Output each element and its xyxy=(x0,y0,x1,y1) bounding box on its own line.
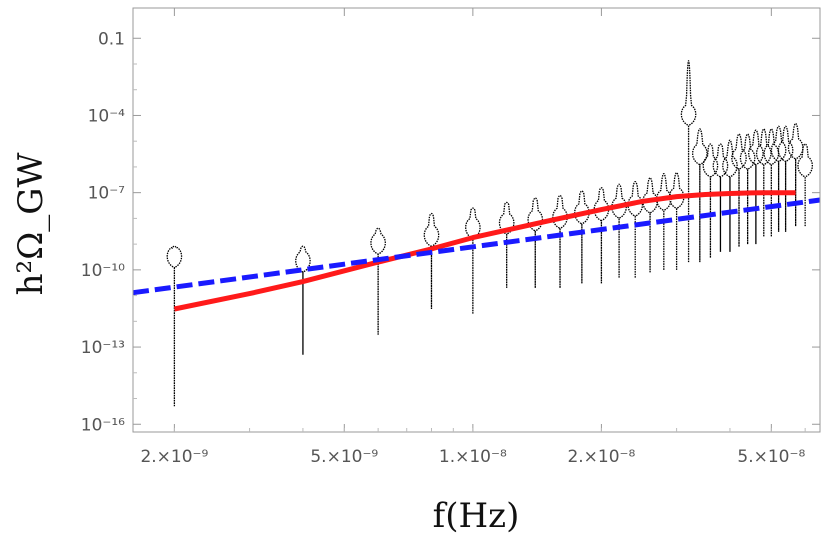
plot-frame xyxy=(132,7,821,433)
x-tick-label: 1.×10⁻⁸ xyxy=(439,447,507,467)
violin-shape xyxy=(627,180,643,278)
y-tick-label: 10⁻⁴ xyxy=(88,106,126,126)
x-axis-ticks: 2.×10⁻⁹ 5.×10⁻⁹ 1.×10⁻⁸ 2.×10⁻⁸ 5.×10⁻⁸ xyxy=(140,8,806,467)
violin-shape xyxy=(777,125,794,232)
violin-shape xyxy=(770,125,787,232)
y-tick-label: 10⁻¹³ xyxy=(81,338,125,358)
x-tick-label: 2.×10⁻⁹ xyxy=(140,447,208,467)
y-tick-label: 10⁻⁷ xyxy=(88,184,126,204)
violin-shape xyxy=(712,143,729,252)
y-tick-label: 10⁻¹⁶ xyxy=(81,415,125,435)
y-axis-ticks: 0.1 10⁻⁴ 10⁻⁷ 10⁻¹⁰ 10⁻¹³ 10⁻¹⁶ xyxy=(81,29,820,435)
violin-shape xyxy=(465,207,481,314)
solid-line xyxy=(173,190,796,312)
violin-shape xyxy=(755,128,772,237)
violin-shape xyxy=(692,128,708,263)
violin-shape xyxy=(722,139,738,252)
plot-border xyxy=(132,7,821,433)
violin-shape xyxy=(166,245,183,407)
x-tick-label: 5.×10⁻⁹ xyxy=(310,447,378,467)
violin-shape xyxy=(593,187,610,284)
x-tick-label: 5.×10⁻⁸ xyxy=(737,447,805,467)
violin-shape xyxy=(423,212,440,310)
violin-shape xyxy=(797,143,813,227)
violin-shape xyxy=(295,245,311,355)
violin-shape xyxy=(642,177,658,273)
x-axis-title: f(Hz) xyxy=(433,496,520,536)
y-axis-title: h²Ω_GW xyxy=(11,153,51,296)
violin-shape xyxy=(498,201,515,288)
violin-shape xyxy=(680,60,697,263)
violin-shape xyxy=(370,227,386,335)
dashed-line xyxy=(132,197,821,296)
violin-shape xyxy=(763,128,780,237)
y-tick-label: 0.1 xyxy=(98,29,125,49)
lines-layer xyxy=(132,190,821,312)
x-tick-label: 2.×10⁻⁸ xyxy=(567,447,635,467)
violin-shape xyxy=(702,143,719,258)
y-tick-label: 10⁻¹⁰ xyxy=(81,261,125,281)
violin-shape xyxy=(748,129,764,245)
